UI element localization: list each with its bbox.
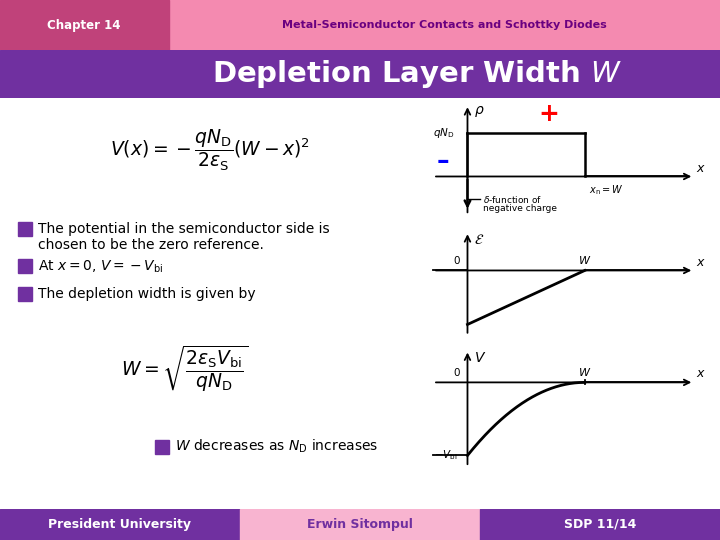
Text: +: + xyxy=(539,102,559,126)
Text: $x$: $x$ xyxy=(696,255,706,268)
Text: Chapter 14: Chapter 14 xyxy=(48,18,121,32)
Text: $\rho$: $\rho$ xyxy=(474,104,485,119)
Text: The potential in the semiconductor side is: The potential in the semiconductor side … xyxy=(38,222,330,237)
Text: Depletion Layer Width $\mathbf{\mathit{W}}$: Depletion Layer Width $\mathbf{\mathit{W… xyxy=(212,58,623,90)
Text: $V$: $V$ xyxy=(474,351,486,365)
Text: chosen to be the zero reference.: chosen to be the zero reference. xyxy=(38,239,264,252)
Bar xyxy=(18,222,32,237)
Text: –: – xyxy=(436,148,449,173)
Text: $0$: $0$ xyxy=(454,254,462,266)
Bar xyxy=(480,509,720,540)
Text: $qN_{\rm D}$: $qN_{\rm D}$ xyxy=(433,125,455,139)
Bar xyxy=(0,509,240,540)
Text: $x$: $x$ xyxy=(696,161,706,175)
Text: $x_{\rm n} = W$: $x_{\rm n} = W$ xyxy=(590,183,624,197)
Text: $x$: $x$ xyxy=(696,367,706,381)
Text: $V\left(x\right)=-\dfrac{qN_{\rm D}}{2\varepsilon_{\rm S}}\left(W-x\right)^2$: $V\left(x\right)=-\dfrac{qN_{\rm D}}{2\v… xyxy=(110,128,310,173)
Bar xyxy=(155,440,169,454)
Text: Erwin Sitompul: Erwin Sitompul xyxy=(307,518,413,531)
Text: President University: President University xyxy=(48,518,191,531)
Bar xyxy=(240,509,480,540)
Text: $W$: $W$ xyxy=(578,254,591,266)
Text: $-V_{\rm bi}$: $-V_{\rm bi}$ xyxy=(434,449,458,462)
Bar xyxy=(0,0,169,50)
Bar xyxy=(18,259,32,273)
Text: Metal-Semiconductor Contacts and Schottky Diodes: Metal-Semiconductor Contacts and Schottk… xyxy=(282,20,607,30)
Text: negative charge: negative charge xyxy=(483,204,557,213)
Text: $W$ decreases as $N_{\rm D}$ increases: $W$ decreases as $N_{\rm D}$ increases xyxy=(175,438,378,455)
Text: $\mathcal{E}$: $\mathcal{E}$ xyxy=(474,233,484,247)
Text: At $x = 0$, $V = -V_{\rm bi}$: At $x = 0$, $V = -V_{\rm bi}$ xyxy=(38,258,163,275)
Text: $W$: $W$ xyxy=(578,366,591,378)
Text: $W=\sqrt{\dfrac{2\varepsilon_{\rm S}V_{\rm bi}}{qN_{\rm D}}}$: $W=\sqrt{\dfrac{2\varepsilon_{\rm S}V_{\… xyxy=(121,343,249,394)
Text: $\delta$-function of: $\delta$-function of xyxy=(483,194,542,205)
Text: The depletion width is given by: The depletion width is given by xyxy=(38,287,256,301)
Text: SDP 11/14: SDP 11/14 xyxy=(564,518,636,531)
Text: $0$: $0$ xyxy=(454,366,462,378)
Bar xyxy=(18,287,32,301)
